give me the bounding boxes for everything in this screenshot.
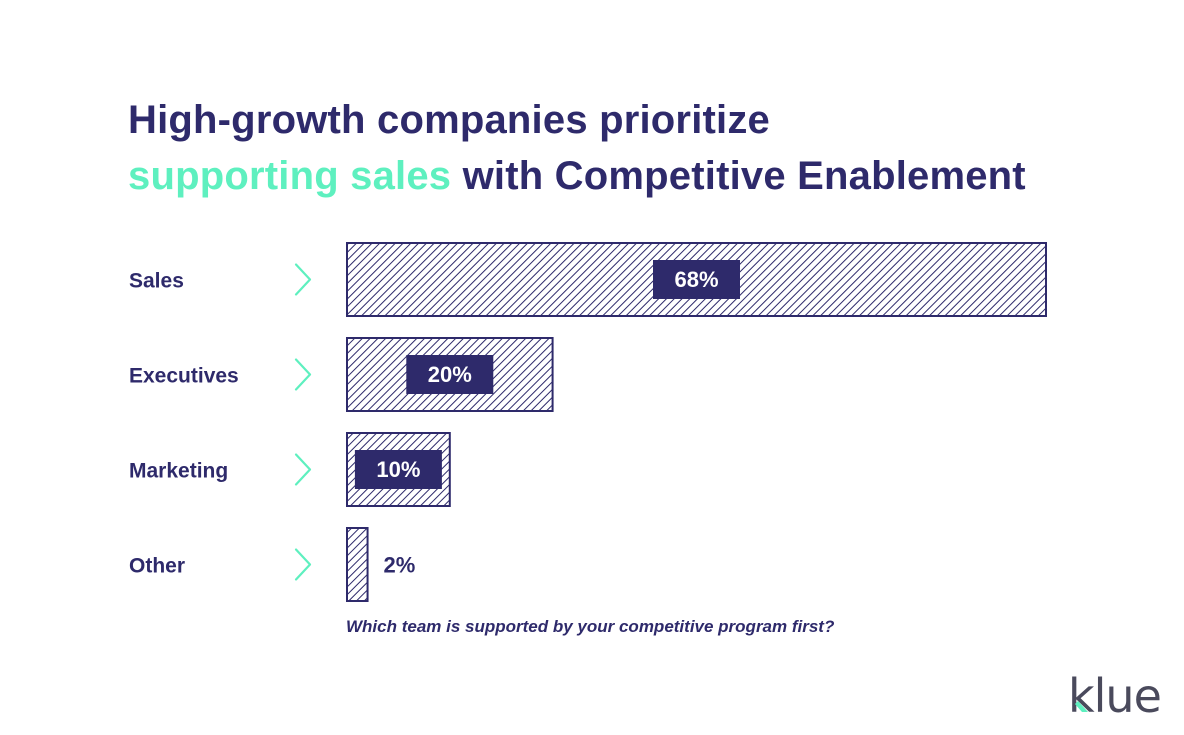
value-label-sales: 68% [674,267,718,292]
value-label-executives: 20% [428,362,472,387]
value-badge-sales [653,260,740,299]
chevron-right-icon [294,358,312,391]
category-label-executives: Executives [129,365,239,388]
category-label-other: Other [129,555,185,578]
title-line-1: High-growth companies prioritize [128,98,770,142]
value-label-marketing: 10% [376,457,420,482]
chevron-right-icon [294,453,312,486]
chevron-right-icon [294,548,312,581]
bar-other [346,527,369,602]
value-badge-marketing [354,450,442,489]
title-highlight: supporting sales [128,154,452,198]
title-line-2: with Competitive Enablement [451,154,1026,198]
klue-logo: klue [1068,669,1162,718]
bars-group: Sales 68% Executives 20% Marketing 10% Other 2% [129,242,1047,602]
chevron-right-icon [294,263,312,296]
chart-title: High-growth companies prioritize supporti… [128,92,1026,204]
category-label-marketing: Marketing [129,460,228,483]
category-label-sales: Sales [129,270,184,293]
logo-accent-mark [1075,701,1088,712]
value-badge-executives [406,355,494,394]
chart-question: Which team is supported by your competit… [346,617,835,636]
value-label-other: 2% [384,553,416,578]
